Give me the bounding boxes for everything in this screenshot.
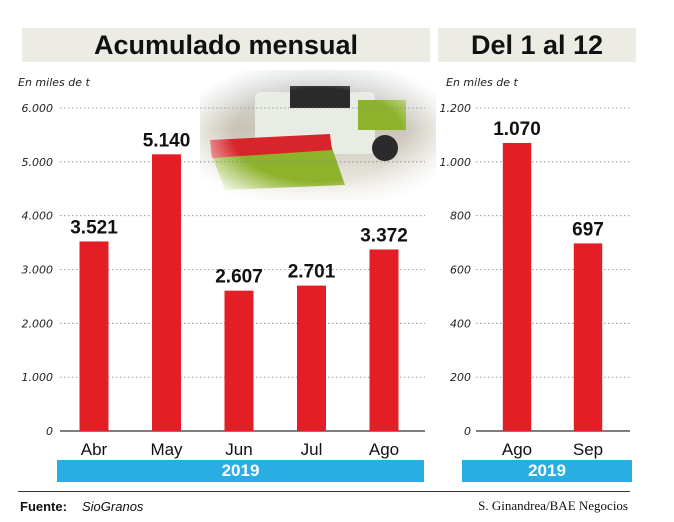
right-ytick-label: 600: [450, 264, 471, 277]
left-value-label: 3.372: [360, 225, 408, 246]
left-ytick-label: 6.000: [22, 102, 54, 115]
title-right-box: Del 1 al 12: [438, 28, 636, 62]
left-ytick-label: 4.000: [22, 210, 54, 223]
left-ytick-label: 2.000: [22, 317, 54, 330]
left-category-label: Jun: [225, 440, 252, 459]
left-bar-jun: [224, 290, 254, 431]
right-value-label: 697: [572, 219, 604, 240]
left-chart: 0 1.000 2.000 3.000 4.000 5.000 6.000 3.521 Abr 5…: [22, 102, 425, 459]
right-category-label: Sep: [573, 440, 603, 459]
right-value-label: 1.070: [493, 119, 541, 140]
left-ytick-label: 5.000: [22, 156, 54, 169]
source-label: Fuente:: [20, 499, 67, 514]
credit-label: S. Ginandrea/BAE Negocios: [478, 498, 628, 513]
right-ytick-label: 0: [464, 425, 471, 438]
left-bar-ago: [369, 249, 399, 431]
year-label-right: 2019: [528, 461, 566, 480]
right-bar-sep: [573, 243, 603, 431]
year-label-left: 2019: [221, 461, 260, 480]
left-category-label: Ago: [369, 440, 399, 459]
year-band-left: 2019: [57, 460, 424, 482]
left-value-label: 3.521: [70, 217, 118, 238]
chart-title-left: Acumulado mensual: [93, 29, 359, 60]
left-bar-jul: [297, 285, 326, 431]
combine-harvester-photo: [200, 70, 436, 200]
left-value-label: 2.607: [215, 267, 263, 288]
right-ytick-label: 1.000: [440, 156, 472, 169]
footer-divider: [18, 491, 630, 492]
left-value-label: 5.140: [143, 130, 191, 151]
unit-label-left: En miles de t: [18, 76, 90, 89]
unit-label-right: En miles de t: [446, 76, 518, 89]
left-value-label: 2.701: [288, 262, 336, 283]
title-left-box: Acumulado mensual: [22, 28, 430, 62]
left-bar-may: [152, 154, 181, 431]
year-band-right: 2019: [462, 460, 632, 482]
left-category-label: Jul: [301, 440, 323, 459]
right-bar-ago: [502, 142, 532, 431]
left-bar-abr: [79, 241, 109, 431]
right-ytick-label: 400: [450, 317, 471, 330]
left-category-label: May: [150, 440, 183, 459]
left-ytick-label: 1.000: [22, 371, 54, 384]
right-ytick-label: 200: [450, 371, 471, 384]
right-chart: 0 200 400 600 800 1.000 1.200 1.070 Ago 697 Sep: [440, 102, 630, 459]
left-ytick-label: 0: [46, 425, 53, 438]
right-category-label: Ago: [502, 440, 532, 459]
left-category-label: Abr: [81, 440, 108, 459]
chart-title-right: Del 1 al 12: [470, 29, 604, 60]
left-ytick-label: 3.000: [22, 264, 54, 277]
right-ytick-label: 1.200: [440, 102, 472, 115]
right-ytick-label: 800: [450, 210, 471, 223]
source-value: SioGranos: [82, 499, 144, 514]
